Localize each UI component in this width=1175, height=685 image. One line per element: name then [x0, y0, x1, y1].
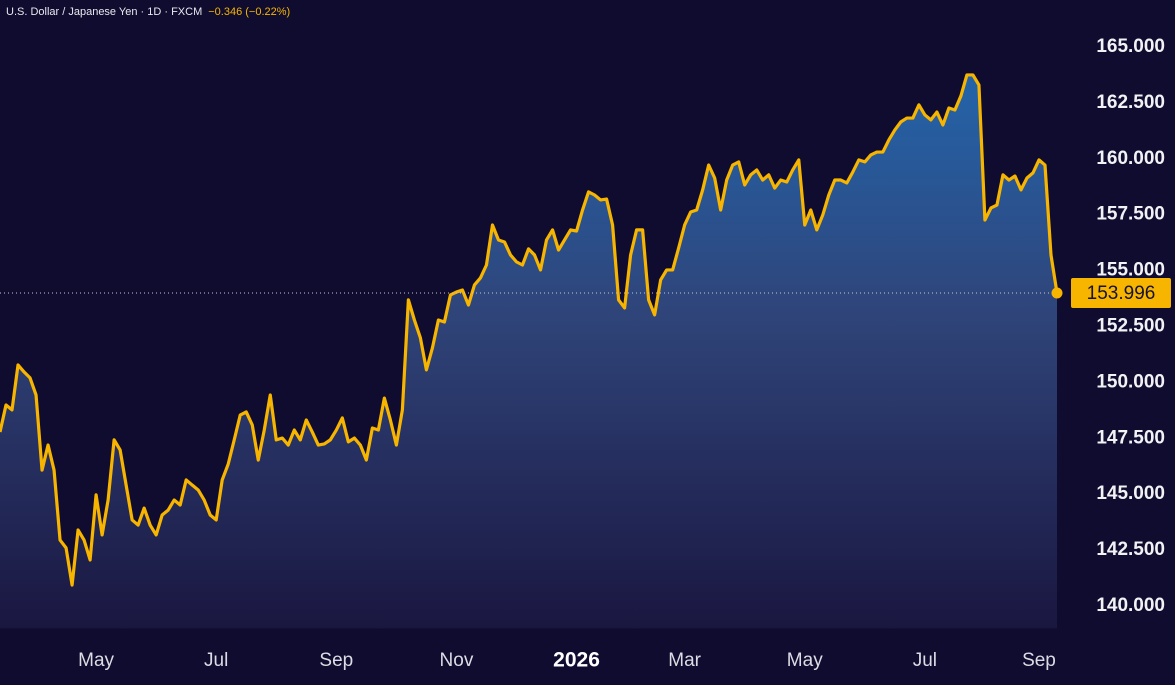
y-tick-label: 142.500 — [1096, 539, 1165, 560]
y-tick-label: 152.500 — [1096, 316, 1165, 337]
x-tick-label: Sep — [319, 650, 353, 671]
price-label: 153.996 — [1087, 283, 1156, 304]
x-tick-label: May — [78, 650, 114, 671]
x-tick-label: Mar — [668, 650, 701, 671]
area — [0, 74, 1057, 629]
x-tick-label: Jul — [913, 650, 937, 671]
price-change: −0.346 (−0.22%) — [208, 6, 290, 18]
y-tick-label: 162.500 — [1096, 92, 1165, 113]
x-tick-label: Nov — [440, 650, 474, 671]
y-tick-label: 150.000 — [1096, 371, 1165, 392]
x-tick-label: Sep — [1022, 650, 1056, 671]
y-tick-label: 160.000 — [1096, 148, 1165, 169]
y-tick-label: 140.000 — [1096, 595, 1165, 616]
x-tick-label: May — [787, 650, 823, 671]
price-label-box — [1071, 278, 1171, 309]
y-tick-label: 157.500 — [1096, 204, 1165, 225]
y-tick-label: 165.000 — [1096, 36, 1165, 57]
y-tick-label: 147.500 — [1096, 427, 1165, 448]
y-tick-label: 155.000 — [1096, 260, 1165, 281]
y-tick-label: 145.000 — [1096, 483, 1165, 504]
x-tick-label: Jul — [204, 650, 228, 671]
chart-title: U.S. Dollar / Japanese Yen · 1D · FXCM — [6, 6, 202, 18]
line — [0, 73, 1059, 587]
last-point — [1051, 287, 1063, 299]
x-tick-label: 2026 — [553, 649, 600, 672]
